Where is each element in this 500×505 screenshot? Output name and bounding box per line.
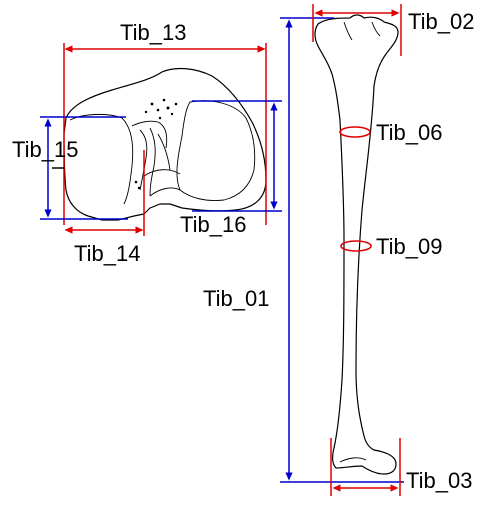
label-tib-01: Tib_01 xyxy=(203,286,269,311)
label-tib-15: Tib_15 xyxy=(12,137,78,162)
measurement-tib-16 xyxy=(192,100,282,212)
measurement-tib-02 xyxy=(312,4,402,56)
measurement-tib-06 xyxy=(339,126,371,138)
label-tib-16: Tib_16 xyxy=(180,212,246,237)
label-tib-02: Tib_02 xyxy=(408,9,474,34)
label-tib-13: Tib_13 xyxy=(120,20,186,45)
tibia-shaft-outline xyxy=(314,14,399,475)
measurement-tib-01 xyxy=(280,17,404,483)
measurement-tib-14 xyxy=(64,150,145,236)
label-tib-09: Tib_09 xyxy=(376,234,442,259)
measurement-tib-13 xyxy=(63,43,267,225)
measurement-tib-03 xyxy=(330,438,401,496)
measurement-tib-09 xyxy=(340,240,372,252)
proximal-tibia-outline xyxy=(63,67,267,221)
label-tib-03: Tib_03 xyxy=(406,468,472,493)
measurement-tib-15 xyxy=(40,116,128,220)
label-tib-06: Tib_06 xyxy=(376,120,442,145)
label-tib-14: Tib_14 xyxy=(74,241,140,266)
